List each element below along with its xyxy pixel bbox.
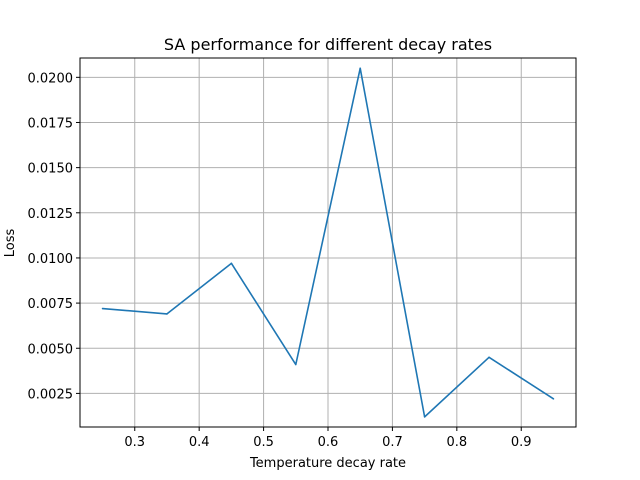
data-point (230, 262, 233, 265)
y-axis: 0.0025 0.0050 0.0075 0.0100 0.0125 0.0150 0.01… (28, 71, 80, 402)
x-tick-label: 0.7 (382, 435, 403, 450)
y-tick-label: 0.0100 (28, 252, 74, 267)
y-tick-label: 0.0050 (28, 342, 74, 357)
y-tick-label: 0.0075 (28, 297, 74, 312)
x-tick-label: 0.5 (253, 435, 274, 450)
data-point (166, 313, 168, 315)
y-tick-label: 0.0025 (28, 387, 74, 402)
data-point (359, 67, 362, 70)
data-point (488, 356, 490, 359)
x-axis-label: Temperature decay rate (249, 456, 406, 471)
data-point (423, 416, 426, 418)
y-tick-label: 0.0150 (28, 162, 74, 177)
x-tick-label: 0.4 (189, 435, 210, 450)
x-tick-label: 0.6 (318, 435, 339, 450)
y-tick-label: 0.0200 (28, 71, 74, 86)
x-tick-label: 0.3 (124, 435, 145, 450)
y-tick-label: 0.0175 (28, 116, 74, 131)
x-tick-label: 0.9 (511, 435, 532, 450)
data-point (294, 363, 297, 366)
x-axis: 0.3 0.4 0.5 0.6 0.7 0.8 0.9 (124, 427, 532, 450)
series-layer (101, 67, 555, 418)
chart-title: SA performance for different decay rates (164, 35, 492, 54)
y-axis-label: Loss (3, 229, 18, 258)
y-tick-label: 0.0125 (28, 207, 74, 222)
x-tick-label: 0.8 (446, 435, 467, 450)
series-line-0 (102, 67, 554, 418)
data-point (552, 398, 555, 400)
data-point (101, 307, 104, 310)
